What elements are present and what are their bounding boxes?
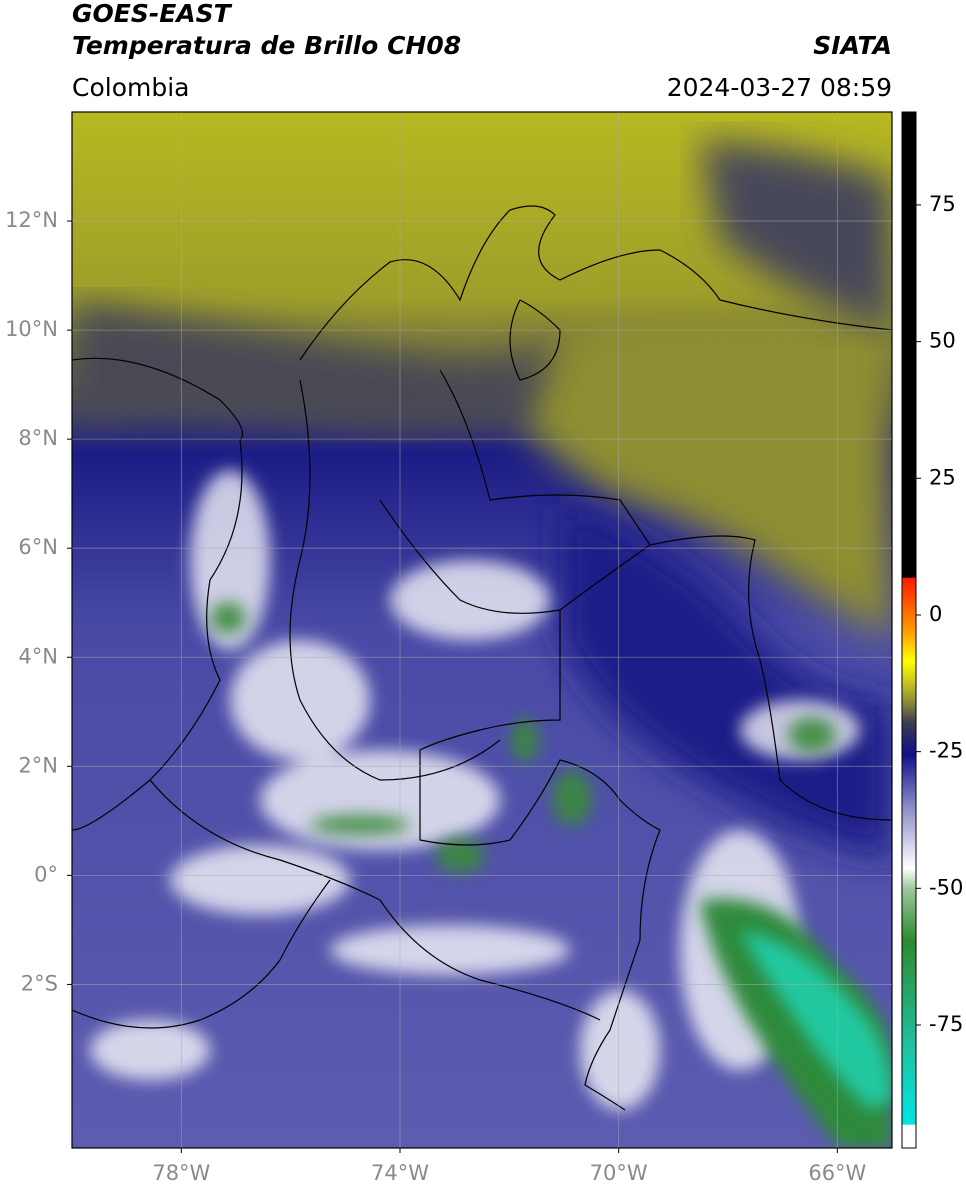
y-tick-label: 2°S — [21, 971, 58, 995]
x-tick-label: 66°W — [808, 1161, 866, 1185]
source: SIATA — [813, 31, 892, 60]
y-tick-label: 2°N — [18, 753, 58, 777]
satellite-image — [72, 112, 892, 1148]
colorbar-tick-label: -25 — [929, 739, 963, 763]
colorbar-tick-label: -50 — [929, 875, 963, 899]
y-tick-label: 10°N — [5, 317, 58, 341]
region: Colombia — [72, 73, 189, 102]
colorbar-tick-label: 0 — [929, 602, 942, 626]
colorbar-tick-label: -75 — [929, 1012, 963, 1036]
title: GOES-EAST — [72, 0, 233, 28]
y-tick-label: 6°N — [18, 535, 58, 559]
x-tick-label: 78°W — [152, 1161, 210, 1185]
colorbar-tick-label: 50 — [929, 329, 956, 353]
y-tick-label: 0° — [34, 862, 58, 886]
map-frame — [71, 111, 893, 1149]
y-tick-label: 8°N — [18, 426, 58, 450]
x-tick-label: 74°W — [371, 1161, 429, 1185]
colorbar-tick-label: 25 — [929, 465, 956, 489]
colorbar — [901, 111, 917, 1149]
colorbar-tick-label: 75 — [929, 192, 956, 216]
x-tick-label: 70°W — [590, 1161, 648, 1185]
coastlines-borders — [72, 205, 892, 1111]
y-tick-label: 12°N — [5, 208, 58, 232]
subtitle: Temperatura de Brillo CH08 — [72, 31, 461, 60]
timestamp: 2024-03-27 08:59 — [667, 73, 892, 102]
y-tick-label: 4°N — [18, 644, 58, 668]
